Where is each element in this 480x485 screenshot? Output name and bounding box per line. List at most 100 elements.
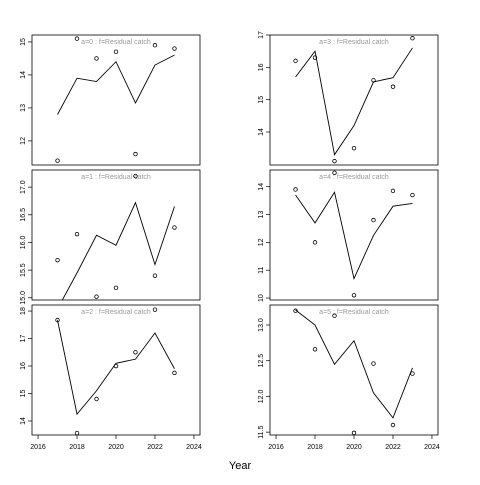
- y-tick-label: 11: [258, 266, 265, 273]
- point: [293, 308, 298, 313]
- y-tick-label: 14: [258, 183, 265, 191]
- y-tick-label: 14: [258, 128, 265, 136]
- point: [312, 240, 318, 245]
- y-tick-label: 11.5: [258, 425, 265, 438]
- point: [371, 78, 376, 83]
- y-tick-label: 12.0: [258, 390, 265, 404]
- x-tick-label: 2016: [30, 444, 46, 451]
- panel-title: a=2 : f=Residual catch: [81, 309, 151, 316]
- panel-title: a=3 : f=Residual catch: [319, 39, 389, 46]
- line: [61, 201, 175, 300]
- panel: a=5 : f=Residual catch 11.5 12.0 12.5 13.0 20…: [258, 304, 440, 451]
- x-tick-label: 2022: [385, 444, 401, 451]
- point: [351, 293, 357, 298]
- point: [94, 294, 99, 299]
- point: [410, 36, 415, 41]
- data-area: [293, 170, 415, 298]
- panel: a=0 : f=Residual catch 12 13 14 15: [20, 34, 201, 166]
- line: [295, 191, 413, 280]
- point: [74, 36, 80, 41]
- data-area: [55, 307, 177, 435]
- y-tick-label: 10: [258, 294, 265, 302]
- x-tick-label: 2020: [108, 444, 124, 451]
- y-tick-label: 17: [258, 31, 265, 39]
- y-tick-label: 16.0: [20, 236, 27, 250]
- point: [113, 363, 119, 369]
- plot-frame: [269, 34, 439, 166]
- point: [332, 170, 337, 175]
- point: [133, 151, 138, 157]
- x-tick-label: 2022: [147, 444, 163, 451]
- point: [390, 422, 396, 428]
- y-tick-label: 14: [20, 71, 27, 79]
- point: [172, 46, 177, 51]
- y-tick-label: 17.0: [20, 180, 27, 194]
- y-tick-label: 12: [20, 137, 27, 145]
- y-tick-label: 15.5: [20, 263, 27, 277]
- point: [332, 158, 337, 164]
- y-tick-label: 16: [258, 63, 265, 71]
- y-tick-label: 13: [20, 104, 27, 112]
- data-area: [55, 36, 177, 163]
- x-axis-label: Year: [229, 460, 252, 472]
- point: [371, 217, 376, 223]
- point: [94, 396, 99, 402]
- point: [312, 347, 318, 352]
- point: [371, 361, 376, 366]
- point: [113, 49, 119, 55]
- x-tick-label: 2024: [186, 444, 202, 451]
- x-tick-label: 2016: [268, 444, 284, 451]
- panel-title: a=4 : f=Residual catch: [319, 174, 389, 181]
- panel: a=1 : f=Residual catch 15.0 15.5 16.0 16.5 17…: [20, 169, 201, 305]
- point: [94, 56, 99, 61]
- point: [390, 84, 396, 89]
- point: [113, 285, 119, 291]
- panel: a=4 : f=Residual catch 10 11 12 13 14: [258, 169, 439, 302]
- y-tick-label: 15.0: [20, 291, 27, 305]
- point: [172, 370, 177, 376]
- point: [74, 430, 80, 435]
- y-tick-label: 12.5: [258, 354, 265, 368]
- point: [133, 350, 138, 355]
- panel: a=2 : f=Residual catch 14 15 16 17 18 2016 2018…: [20, 304, 202, 451]
- line: [295, 309, 413, 419]
- y-tick-label: 17: [20, 335, 27, 343]
- point: [351, 430, 357, 435]
- line: [57, 320, 175, 416]
- panel-title: a=0 : f=Residual catch: [81, 39, 151, 46]
- point: [55, 257, 60, 263]
- plot-frame: [269, 169, 439, 301]
- point: [55, 317, 60, 323]
- point: [293, 187, 298, 192]
- x-tick-label: 2018: [307, 444, 323, 451]
- y-tick-label: 15: [20, 390, 27, 398]
- y-tick-label: 15: [258, 96, 265, 104]
- point: [152, 307, 158, 312]
- data-area: [293, 36, 415, 164]
- y-tick-label: 16.5: [20, 208, 27, 222]
- y-tick-label: 18: [20, 307, 27, 315]
- data-area: [55, 173, 177, 300]
- point: [152, 273, 158, 278]
- panel-title: a=5 : f=Residual catch: [319, 309, 389, 316]
- y-tick-label: 14: [20, 417, 27, 425]
- y-tick-label: 15: [20, 38, 27, 46]
- x-tick-label: 2018: [69, 444, 85, 451]
- line: [57, 54, 175, 115]
- point: [312, 55, 318, 60]
- point: [152, 43, 158, 48]
- panel: a=3 : f=Residual catch 14 15 16 17: [258, 31, 439, 166]
- plot-frame: [31, 34, 201, 166]
- point: [351, 145, 357, 151]
- point: [332, 313, 337, 318]
- x-tick-label: 2020: [346, 444, 362, 451]
- point: [410, 371, 415, 376]
- x-tick-label: 2024: [424, 444, 440, 451]
- point: [172, 225, 177, 230]
- line: [295, 47, 413, 156]
- y-tick-label: 13: [258, 211, 265, 219]
- panel-title: a=1 : f=Residual catch: [81, 174, 151, 181]
- point: [74, 231, 80, 237]
- point: [390, 188, 396, 194]
